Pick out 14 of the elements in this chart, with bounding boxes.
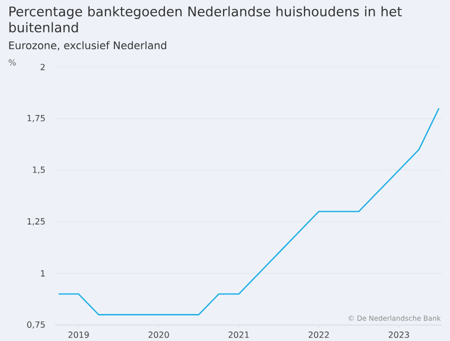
y-tick-label: 1,5	[32, 166, 45, 174]
chart-title: Percentage banktegoeden Nederlandse huishoudens in het buitenland	[9, 6, 402, 32]
x-tick-label: 2022	[308, 331, 329, 338]
y-tick-label: 1	[41, 270, 45, 276]
y-tick-label: 2	[40, 64, 45, 70]
chart-subtitle: Eurozone, exclusief Nederland	[9, 41, 166, 50]
y-tick-label: 0,75	[27, 321, 45, 329]
y-tick-label: 1,25	[28, 218, 45, 226]
x-tick-label: 2021	[228, 331, 249, 338]
x-tick-label: 2019	[68, 331, 89, 338]
x-tick-label: 2020	[148, 331, 169, 338]
y-tick-label: 1,75	[28, 114, 45, 122]
y-axis-title: %	[8, 59, 16, 66]
x-tick-label: 2023	[388, 331, 409, 338]
